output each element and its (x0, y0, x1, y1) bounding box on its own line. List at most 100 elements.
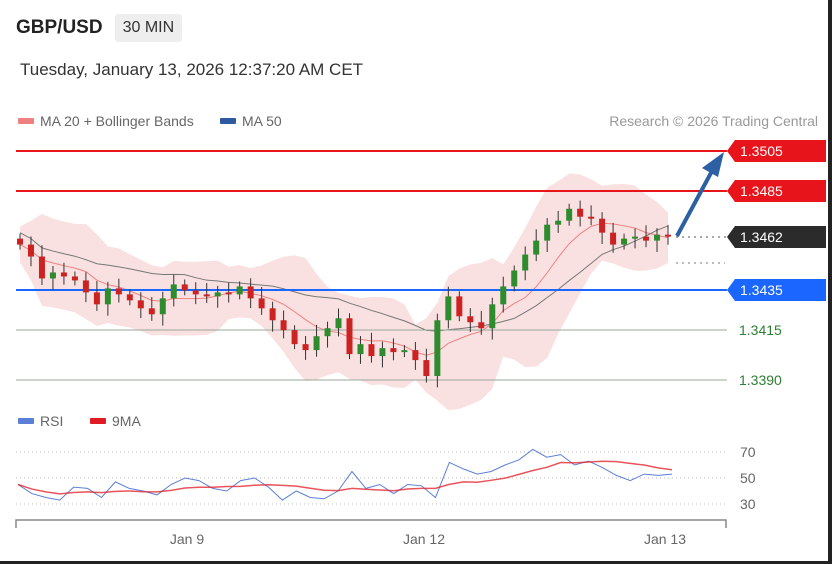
candle (148, 296, 155, 321)
level-label: 1.3485 (740, 183, 783, 199)
datetime: Tuesday, January 13, 2026 12:37:20 AM CE… (20, 60, 364, 79)
x-tick-label: Jan 9 (170, 531, 204, 547)
candle (368, 332, 375, 363)
candle-body (423, 360, 430, 377)
candle (423, 348, 430, 383)
pair-title: GBP/USD (16, 17, 103, 38)
candle (225, 282, 232, 303)
ma20-swatch (18, 118, 34, 124)
candle-body (390, 348, 397, 353)
candle-body (302, 344, 309, 351)
candle (390, 338, 397, 361)
candle (522, 246, 529, 281)
candle (115, 278, 122, 303)
candle (632, 228, 639, 249)
candle (434, 313, 441, 388)
candle-body (335, 318, 342, 329)
candle (445, 286, 452, 329)
candle-body (104, 288, 111, 305)
candle (346, 313, 353, 360)
timeframe-badge[interactable]: 30 MIN (114, 14, 183, 42)
candle-body (643, 236, 650, 241)
legend-rsi: RSI (18, 413, 63, 429)
legend-rsi-label: RSI (40, 413, 64, 429)
candle (280, 310, 287, 339)
candle (577, 200, 584, 227)
candle (236, 281, 243, 300)
candle-body (17, 238, 23, 245)
frame-edge (828, 0, 832, 564)
level-tag (727, 140, 826, 162)
level-label: 1.3435 (740, 282, 783, 298)
candle-body (115, 288, 122, 295)
rsi-tick-label: 70 (740, 444, 756, 460)
candle-body (500, 286, 507, 305)
candle-body (93, 292, 100, 305)
candle-body (489, 304, 496, 329)
candle-body (665, 234, 671, 237)
candle (126, 289, 133, 306)
candle (643, 225, 650, 248)
level-tag (727, 226, 826, 248)
candle-body (258, 298, 265, 309)
candle (203, 283, 210, 303)
candle (104, 281, 111, 316)
candle (17, 233, 23, 250)
candle (324, 321, 331, 348)
level-label: 1.3462 (740, 229, 783, 245)
candle (599, 212, 606, 244)
candle-body (434, 320, 441, 377)
candle (654, 228, 661, 252)
candle (544, 218, 551, 252)
candle (533, 229, 540, 262)
candle-body (236, 286, 243, 295)
level-label: 1.3505 (740, 143, 783, 159)
candle-body (467, 316, 474, 323)
candle-body (588, 216, 595, 219)
forecast-arrow-head (702, 152, 724, 177)
candle-body (478, 322, 485, 329)
level-tag (727, 279, 826, 301)
candle-body (412, 350, 419, 361)
candle (49, 265, 56, 290)
candle-body (566, 208, 573, 221)
x-axis (15, 519, 727, 528)
candle (335, 308, 342, 337)
frame-bottom (0, 561, 832, 564)
candle-body (60, 272, 67, 277)
level-label: 1.3415 (739, 322, 782, 338)
candle-body (159, 298, 166, 315)
candle-body (346, 318, 353, 355)
candle (555, 210, 562, 233)
candle-body (555, 220, 562, 225)
candle-body (445, 296, 452, 321)
candle (214, 285, 221, 308)
candle-body (82, 280, 89, 293)
ma50-line (19, 225, 669, 332)
candle (192, 282, 199, 305)
candle-body (313, 336, 320, 351)
legend-ma20-label: MA 20 + Bollinger Bands (40, 113, 194, 129)
candle-body (247, 286, 254, 299)
candle (467, 308, 474, 333)
candle-body (225, 292, 232, 295)
x-tick-label: Jan 12 (403, 531, 445, 547)
candle-body (126, 294, 133, 301)
rsi-swatch (18, 418, 34, 424)
candle-body (280, 320, 287, 331)
candle (82, 272, 89, 303)
candle-body (192, 290, 199, 295)
candle (401, 345, 408, 358)
candle (247, 278, 254, 309)
candle-body (71, 276, 78, 281)
candle-body (577, 208, 584, 217)
candle-body (511, 270, 518, 287)
rsi-ma-swatch (90, 418, 106, 424)
candle-body (533, 240, 540, 255)
candle-body (181, 284, 188, 291)
candle-body (610, 232, 617, 245)
candle (489, 297, 496, 340)
candle (302, 335, 309, 360)
legend-rsi-ma-label: 9MA (112, 413, 141, 429)
